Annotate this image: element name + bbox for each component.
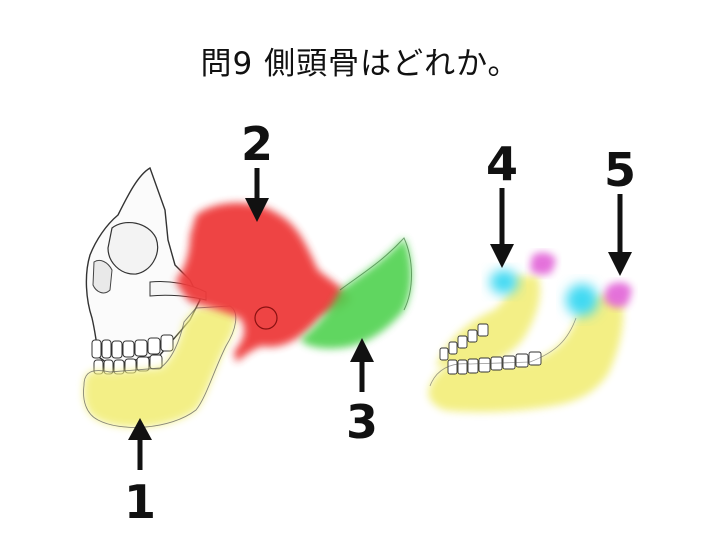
arrow-3 [350, 338, 374, 392]
region-5-coronoid [530, 252, 632, 308]
arrow-4 [490, 188, 514, 268]
mandible-front-illustration [428, 294, 624, 413]
region-3-occipital [300, 237, 412, 349]
label-2: 2 [241, 117, 273, 171]
question-title: 問9 側頭骨はどれか。 [200, 46, 520, 82]
label-4: 4 [486, 137, 518, 191]
mandible-back-illustration [436, 276, 541, 370]
arrow-5 [608, 194, 632, 276]
label-3: 3 [346, 395, 378, 449]
arrow-1 [128, 418, 152, 470]
region-4-condyle [490, 270, 598, 316]
label-5: 5 [604, 143, 636, 197]
label-1: 1 [124, 475, 156, 529]
arrow-2 [245, 168, 269, 222]
region-1-mandible [83, 305, 237, 428]
region-2-temporal-bone [176, 202, 350, 362]
